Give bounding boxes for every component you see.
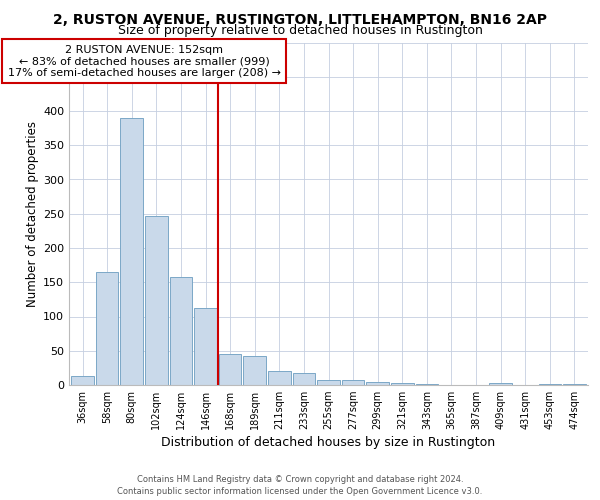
Bar — [170, 277, 192, 385]
Bar — [563, 384, 586, 385]
Bar — [121, 118, 143, 385]
Bar — [317, 380, 340, 385]
Bar — [268, 372, 290, 385]
Bar — [96, 272, 118, 385]
Bar — [391, 383, 413, 385]
Bar — [71, 376, 94, 385]
Bar — [342, 380, 364, 385]
Bar — [293, 374, 315, 385]
Bar — [244, 356, 266, 385]
Bar — [490, 383, 512, 385]
Bar — [367, 382, 389, 385]
Text: 2, RUSTON AVENUE, RUSTINGTON, LITTLEHAMPTON, BN16 2AP: 2, RUSTON AVENUE, RUSTINGTON, LITTLEHAMP… — [53, 12, 547, 26]
Text: Contains HM Land Registry data © Crown copyright and database right 2024.
Contai: Contains HM Land Registry data © Crown c… — [118, 474, 482, 496]
Bar — [416, 384, 438, 385]
Bar — [145, 216, 167, 385]
Y-axis label: Number of detached properties: Number of detached properties — [26, 120, 39, 306]
X-axis label: Distribution of detached houses by size in Rustington: Distribution of detached houses by size … — [161, 436, 496, 450]
Bar — [194, 308, 217, 385]
Text: 2 RUSTON AVENUE: 152sqm
← 83% of detached houses are smaller (999)
17% of semi-d: 2 RUSTON AVENUE: 152sqm ← 83% of detache… — [8, 44, 281, 78]
Bar — [219, 354, 241, 385]
Bar — [539, 384, 561, 385]
Text: Size of property relative to detached houses in Rustington: Size of property relative to detached ho… — [118, 24, 482, 37]
